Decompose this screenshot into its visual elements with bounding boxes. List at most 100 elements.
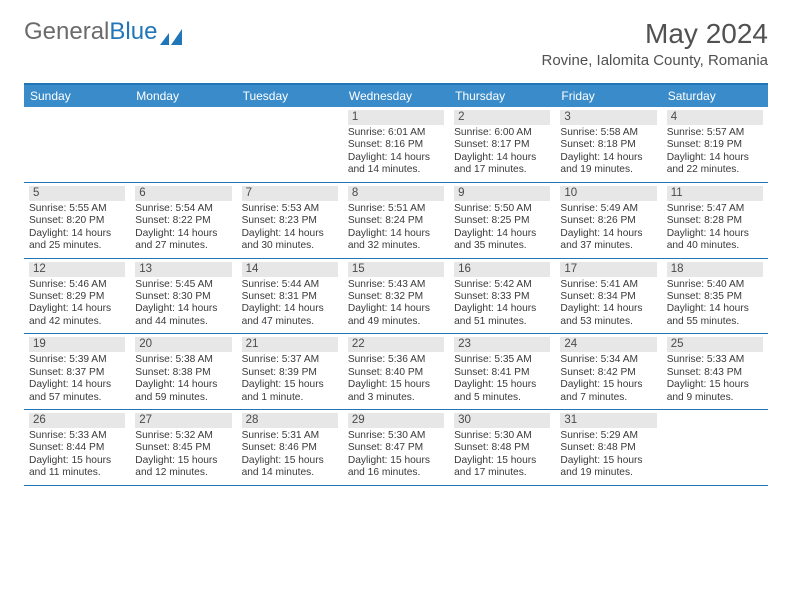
day-number: 30 — [454, 413, 550, 428]
day-dl2: and 32 minutes. — [348, 240, 444, 252]
week-row: 26Sunrise: 5:33 AMSunset: 8:44 PMDayligh… — [24, 410, 768, 486]
day-dl2: and 22 minutes. — [667, 164, 763, 176]
week-row: 1Sunrise: 6:01 AMSunset: 8:16 PMDaylight… — [24, 107, 768, 183]
day-dl2: and 7 minutes. — [560, 392, 656, 404]
day-dl2: and 37 minutes. — [560, 240, 656, 252]
day-cell: 8Sunrise: 5:51 AMSunset: 8:24 PMDaylight… — [343, 183, 449, 258]
day-details: Sunrise: 5:44 AMSunset: 8:31 PMDaylight:… — [242, 279, 338, 329]
day-dl2: and 47 minutes. — [242, 316, 338, 328]
logo-text-blue: Blue — [109, 18, 157, 46]
day-cell: 12Sunrise: 5:46 AMSunset: 8:29 PMDayligh… — [24, 259, 130, 334]
day-dl2: and 30 minutes. — [242, 240, 338, 252]
day-sunrise: Sunrise: 5:31 AM — [242, 430, 338, 442]
day-cell: 22Sunrise: 5:36 AMSunset: 8:40 PMDayligh… — [343, 334, 449, 409]
day-cell: 23Sunrise: 5:35 AMSunset: 8:41 PMDayligh… — [449, 334, 555, 409]
day-details: Sunrise: 5:50 AMSunset: 8:25 PMDaylight:… — [454, 203, 550, 253]
day-details: Sunrise: 5:30 AMSunset: 8:47 PMDaylight:… — [348, 430, 444, 480]
day-dl1: Daylight: 15 hours — [560, 379, 656, 391]
day-sunrise: Sunrise: 5:42 AM — [454, 279, 550, 291]
weekday-label: Monday — [130, 85, 236, 107]
day-sunrise: Sunrise: 5:45 AM — [135, 279, 231, 291]
day-dl1: Daylight: 14 hours — [29, 228, 125, 240]
day-details: Sunrise: 5:43 AMSunset: 8:32 PMDaylight:… — [348, 279, 444, 329]
day-sunset: Sunset: 8:17 PM — [454, 139, 550, 151]
day-cell: 14Sunrise: 5:44 AMSunset: 8:31 PMDayligh… — [237, 259, 343, 334]
week-row: 12Sunrise: 5:46 AMSunset: 8:29 PMDayligh… — [24, 259, 768, 335]
day-dl1: Daylight: 15 hours — [348, 455, 444, 467]
day-sunset: Sunset: 8:26 PM — [560, 215, 656, 227]
day-dl2: and 59 minutes. — [135, 392, 231, 404]
day-details: Sunrise: 5:45 AMSunset: 8:30 PMDaylight:… — [135, 279, 231, 329]
day-cell: 7 Sunrise: 5:53 AMSunset: 8:23 PMDaylight… — [237, 183, 343, 258]
day-sunset: Sunset: 8:41 PM — [454, 367, 550, 379]
day-sunrise: Sunrise: 5:47 AM — [667, 203, 763, 215]
day-cell: 26Sunrise: 5:33 AMSunset: 8:44 PMDayligh… — [24, 410, 130, 485]
day-number: 31 — [560, 413, 656, 428]
day-cell: 10Sunrise: 5:49 AMSunset: 8:26 PMDayligh… — [555, 183, 661, 258]
day-cell: 21Sunrise: 5:37 AMSunset: 8:39 PMDayligh… — [237, 334, 343, 409]
day-sunset: Sunset: 8:16 PM — [348, 139, 444, 151]
day-sunrise: Sunrise: 5:53 AM — [242, 203, 338, 215]
day-sunset: Sunset: 8:40 PM — [348, 367, 444, 379]
day-dl1: Daylight: 15 hours — [242, 455, 338, 467]
day-number: 11 — [667, 186, 763, 201]
day-number: 17 — [560, 262, 656, 277]
day-details: Sunrise: 6:00 AMSunset: 8:17 PMDaylight:… — [454, 127, 550, 177]
day-dl2: and 27 minutes. — [135, 240, 231, 252]
weekday-label: Thursday — [449, 85, 555, 107]
day-number: 7 — [242, 186, 338, 201]
day-dl1: Daylight: 15 hours — [667, 379, 763, 391]
day-details: Sunrise: 5:49 AMSunset: 8:26 PMDaylight:… — [560, 203, 656, 253]
day-sunrise: Sunrise: 6:01 AM — [348, 127, 444, 139]
day-sunset: Sunset: 8:25 PM — [454, 215, 550, 227]
day-sunset: Sunset: 8:46 PM — [242, 442, 338, 454]
day-sunset: Sunset: 8:30 PM — [135, 291, 231, 303]
day-dl1: Daylight: 14 hours — [135, 379, 231, 391]
day-cell: 11Sunrise: 5:47 AMSunset: 8:28 PMDayligh… — [662, 183, 768, 258]
day-sunset: Sunset: 8:32 PM — [348, 291, 444, 303]
day-dl1: Daylight: 14 hours — [454, 152, 550, 164]
brand-logo: GeneralBlue — [24, 18, 182, 46]
day-number: 6 — [135, 186, 231, 201]
day-dl2: and 5 minutes. — [454, 392, 550, 404]
day-dl2: and 1 minute. — [242, 392, 338, 404]
day-sunrise: Sunrise: 5:38 AM — [135, 354, 231, 366]
day-details: Sunrise: 5:40 AMSunset: 8:35 PMDaylight:… — [667, 279, 763, 329]
weekday-label: Sunday — [24, 85, 130, 107]
day-sunset: Sunset: 8:33 PM — [454, 291, 550, 303]
day-dl2: and 16 minutes. — [348, 467, 444, 479]
day-sunset: Sunset: 8:37 PM — [29, 367, 125, 379]
day-dl1: Daylight: 15 hours — [454, 379, 550, 391]
logo-text-gray: General — [24, 18, 109, 46]
day-cell: 6Sunrise: 5:54 AMSunset: 8:22 PMDaylight… — [130, 183, 236, 258]
day-cell — [24, 107, 130, 182]
day-number: 28 — [242, 413, 338, 428]
day-number: 18 — [667, 262, 763, 277]
day-dl2: and 35 minutes. — [454, 240, 550, 252]
day-details: Sunrise: 6:01 AMSunset: 8:16 PMDaylight:… — [348, 127, 444, 177]
day-details: Sunrise: 5:53 AMSunset: 8:23 PMDaylight:… — [242, 203, 338, 253]
day-dl1: Daylight: 14 hours — [454, 228, 550, 240]
day-dl2: and 25 minutes. — [29, 240, 125, 252]
day-sunrise: Sunrise: 5:37 AM — [242, 354, 338, 366]
sail-icon — [160, 24, 182, 40]
day-number: 13 — [135, 262, 231, 277]
day-sunset: Sunset: 8:29 PM — [29, 291, 125, 303]
day-cell: 30 Sunrise: 5:30 AMSunset: 8:48 PMDayligh… — [449, 410, 555, 485]
day-cell: 25Sunrise: 5:33 AMSunset: 8:43 PMDayligh… — [662, 334, 768, 409]
day-sunrise: Sunrise: 5:46 AM — [29, 279, 125, 291]
title-block: May 2024 Rovine, Ialomita County, Romani… — [542, 18, 769, 69]
day-sunrise: Sunrise: 5:51 AM — [348, 203, 444, 215]
day-sunrise: Sunrise: 5:33 AM — [29, 430, 125, 442]
day-dl2: and 57 minutes. — [29, 392, 125, 404]
day-dl2: and 42 minutes. — [29, 316, 125, 328]
day-details: Sunrise: 5:30 AMSunset: 8:48 PMDaylight:… — [454, 430, 550, 480]
day-dl2: and 12 minutes. — [135, 467, 231, 479]
day-dl2: and 9 minutes. — [667, 392, 763, 404]
day-details: Sunrise: 5:41 AMSunset: 8:34 PMDaylight:… — [560, 279, 656, 329]
day-cell: 19Sunrise: 5:39 AMSunset: 8:37 PMDayligh… — [24, 334, 130, 409]
day-dl2: and 40 minutes. — [667, 240, 763, 252]
day-sunrise: Sunrise: 5:50 AM — [454, 203, 550, 215]
day-dl2: and 11 minutes. — [29, 467, 125, 479]
day-dl2: and 17 minutes. — [454, 467, 550, 479]
